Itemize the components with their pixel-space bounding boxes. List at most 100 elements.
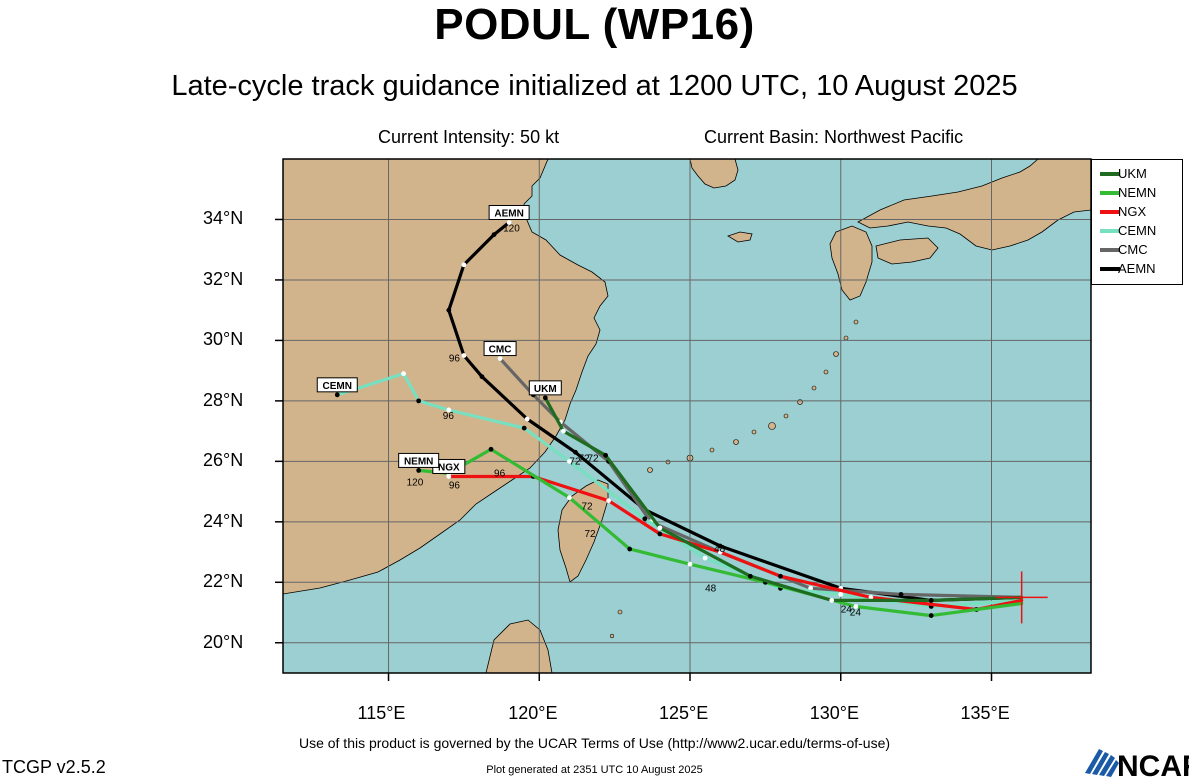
track-point	[491, 232, 497, 237]
lon-label: 125°E	[659, 703, 709, 723]
axis-ticks	[275, 218, 993, 681]
track-end-tag-ukm: UKM	[528, 380, 562, 396]
track-end-tag-text: CEMN	[323, 381, 352, 392]
track-point	[461, 353, 467, 358]
track-point	[567, 458, 572, 464]
lat-label: 30°N	[203, 329, 244, 350]
legend-label: NGX	[1118, 204, 1147, 219]
track-end-tag-aemn: AEMN	[488, 204, 530, 220]
legend-swatch	[1100, 267, 1120, 271]
land-honshu	[857, 159, 1091, 251]
legend-item-ngx: NGX	[1092, 203, 1182, 221]
land-korea	[689, 159, 739, 189]
current-basin: Current Basin: Northwest Pacific	[704, 127, 964, 147]
track-point	[521, 425, 527, 431]
track-end-tag-text: NEMN	[404, 456, 433, 467]
track-end-tag-text: UKM	[534, 384, 557, 395]
legend-label: NEMN	[1118, 185, 1157, 200]
track-line-nemn	[417, 447, 1024, 618]
land-shikoku	[875, 237, 939, 265]
page-title: PODUL (WP16)	[434, 0, 755, 49]
track-line-ukm	[543, 396, 1024, 603]
track-point	[488, 446, 494, 452]
track-point	[717, 543, 723, 549]
track-point	[838, 591, 844, 597]
track-point	[627, 546, 633, 552]
track-cemn	[334, 371, 1024, 609]
lat-label: 26°N	[203, 450, 244, 471]
forecast-hour-label: 48	[714, 544, 726, 555]
track-point	[606, 498, 612, 504]
track-point	[446, 407, 452, 413]
forecast-hour-label: 48	[705, 583, 717, 594]
track-point	[657, 531, 663, 537]
track-point	[928, 613, 934, 618]
track-end-tag-text: AEMN	[494, 208, 523, 219]
track-end-tag-cmc: CMC	[483, 341, 517, 357]
forecast-hour-label: 96	[494, 468, 506, 479]
lat-label: 20°N	[203, 631, 244, 652]
track-end-tag-box	[528, 380, 562, 396]
land-jeju	[727, 231, 753, 243]
map-frame	[282, 158, 1092, 674]
track-point	[829, 598, 835, 603]
track-point	[868, 595, 874, 600]
track-point	[778, 573, 783, 579]
track-point	[479, 374, 485, 380]
track-ukm	[542, 395, 1024, 603]
land-luzon	[485, 619, 553, 673]
forecast-hour-label: 120	[407, 478, 424, 489]
current-intensity: Current Intensity: 50 kt	[378, 127, 560, 147]
legend-label: CEMN	[1118, 223, 1157, 238]
forecast-hour-label: 72	[584, 529, 596, 540]
legend-swatch	[1100, 210, 1120, 214]
track-point	[747, 573, 753, 579]
track-point	[642, 516, 648, 522]
track-point	[717, 549, 723, 555]
track-point	[446, 307, 452, 313]
track-point	[542, 395, 548, 401]
track-point	[401, 371, 406, 377]
legend-swatch	[1100, 229, 1120, 233]
ncar-logo: NCAR	[1085, 749, 1189, 780]
model-tracks: 96 120 AEMN 72 CMC 72 96 CEMN 48 72 96 96 NGX 24 48 72 1…	[316, 204, 1024, 619]
land-ryukyu-islands	[609, 319, 859, 639]
track-point	[416, 398, 422, 404]
track-point	[334, 392, 340, 398]
lon-label: 115°E	[357, 703, 406, 723]
track-point	[524, 416, 530, 422]
legend-label: CMC	[1118, 242, 1148, 257]
legend-swatch	[1100, 248, 1120, 252]
lat-label: 22°N	[203, 571, 244, 592]
terms-of-use: Use of this product is governed by the U…	[298, 735, 891, 751]
track-point	[573, 449, 578, 455]
lon-label: 135°E	[960, 703, 1010, 723]
track-end-tag-text: CMC	[489, 345, 512, 356]
legend-item-aemn: AEMN	[1092, 260, 1182, 278]
track-point	[497, 356, 503, 361]
legend-swatch	[1100, 172, 1120, 176]
forecast-hour-label: 96	[449, 354, 461, 365]
forecast-hour-label: 96	[443, 411, 455, 422]
generated-timestamp: Plot generated at 2351 UTC 10 August 202…	[486, 764, 703, 776]
track-point	[853, 604, 859, 609]
track-point	[506, 220, 512, 225]
forecast-hour-label: 72	[581, 502, 593, 513]
lat-label: 28°N	[203, 389, 244, 410]
track-point	[657, 525, 663, 531]
legend-label: AEMN	[1118, 261, 1156, 276]
forecast-hour-label: 24	[841, 605, 853, 616]
track-point	[928, 598, 934, 603]
track-end-tag-box	[483, 341, 517, 357]
forecast-hour-label: 72	[578, 453, 590, 464]
legend-item-cmc: CMC	[1092, 241, 1182, 259]
forecast-hour-label: 72	[588, 453, 600, 464]
track-line-cemn	[335, 372, 1024, 609]
track-end-tag-box	[488, 204, 530, 220]
lat-label: 32°N	[203, 268, 244, 289]
track-end-tag-box	[398, 452, 440, 468]
ncar-logo-text: NCAR	[1117, 750, 1189, 780]
track-end-tag-box	[316, 377, 358, 393]
legend-item-cemn: CEMN	[1092, 222, 1182, 240]
